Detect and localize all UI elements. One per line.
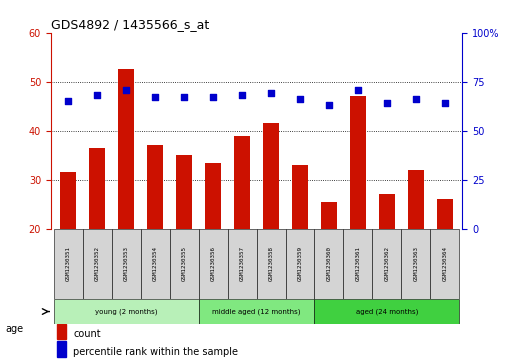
Point (441, 100, 449, 106)
Bar (263, 123, 279, 229)
Bar (205, 163, 221, 229)
Bar (285, 229, 314, 299)
Text: GSM1230363: GSM1230363 (414, 246, 419, 281)
Bar (430, 229, 459, 299)
Bar (176, 155, 192, 229)
Bar (408, 170, 424, 229)
Text: GDS4892 / 1435566_s_at: GDS4892 / 1435566_s_at (51, 19, 209, 32)
Bar (228, 229, 257, 299)
Bar (343, 229, 372, 299)
Bar (314, 299, 459, 325)
Bar (314, 229, 343, 299)
Text: GSM1230359: GSM1230359 (298, 246, 302, 281)
Text: percentile rank within the sample: percentile rank within the sample (74, 347, 238, 357)
Bar (147, 146, 163, 229)
Bar (89, 148, 105, 229)
Point (122, 87, 130, 93)
Text: GSM1230361: GSM1230361 (356, 246, 361, 281)
Bar (141, 229, 170, 299)
Bar (199, 299, 314, 325)
Bar (60, 172, 76, 229)
Point (180, 94, 188, 100)
Bar (379, 195, 395, 229)
Bar (437, 199, 453, 229)
Text: aged (24 months): aged (24 months) (356, 308, 418, 315)
Text: age: age (5, 323, 23, 334)
Text: GSM1230357: GSM1230357 (240, 246, 244, 281)
Point (325, 102, 333, 108)
Text: GSM1230356: GSM1230356 (211, 246, 215, 281)
Text: count: count (74, 329, 101, 339)
Point (354, 87, 362, 93)
Bar (257, 229, 285, 299)
Point (383, 100, 391, 106)
Point (151, 94, 159, 100)
Bar (401, 229, 430, 299)
Point (209, 94, 217, 100)
Text: GSM1230355: GSM1230355 (181, 246, 186, 281)
Bar (118, 69, 134, 229)
Bar (112, 229, 141, 299)
Bar (54, 229, 83, 299)
Text: GSM1230362: GSM1230362 (385, 246, 390, 281)
Bar (350, 96, 366, 229)
Text: GSM1230360: GSM1230360 (327, 246, 332, 281)
Point (93, 93, 101, 98)
Text: middle aged (12 months): middle aged (12 months) (212, 308, 301, 315)
Point (296, 97, 304, 102)
Bar (170, 229, 199, 299)
Point (64, 98, 72, 104)
Bar (57, 341, 66, 356)
Bar (321, 202, 337, 229)
Text: GSM1230353: GSM1230353 (123, 246, 129, 281)
Text: GSM1230364: GSM1230364 (442, 246, 448, 281)
Bar (292, 165, 308, 229)
Bar (57, 324, 66, 339)
Text: GSM1230358: GSM1230358 (269, 246, 273, 281)
Bar (54, 299, 199, 325)
Bar (83, 229, 112, 299)
Point (412, 97, 420, 102)
Point (267, 90, 275, 96)
Bar (234, 135, 250, 229)
Point (238, 93, 246, 98)
Text: GSM1230352: GSM1230352 (94, 246, 100, 281)
Text: GSM1230354: GSM1230354 (152, 246, 157, 281)
Bar (372, 229, 401, 299)
Bar (199, 229, 228, 299)
Text: GSM1230351: GSM1230351 (66, 246, 71, 281)
Text: young (2 months): young (2 months) (95, 308, 157, 315)
